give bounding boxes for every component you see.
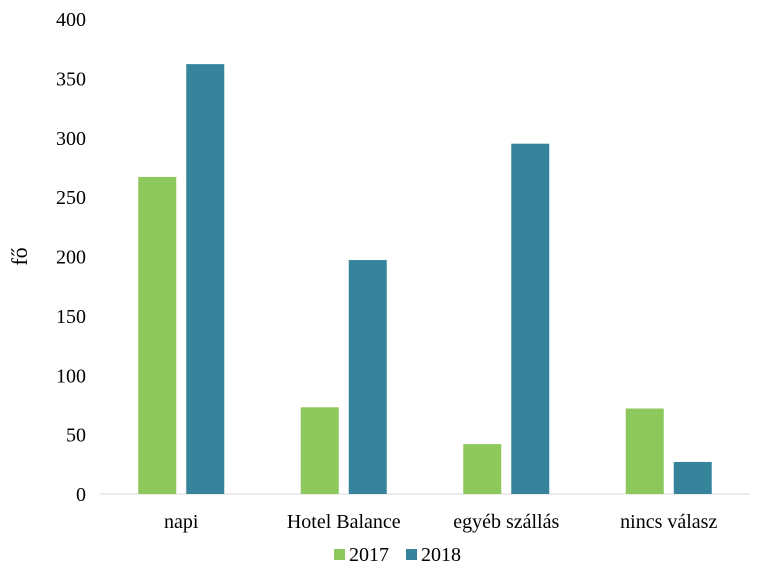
y-tick-label: 300 (56, 128, 86, 150)
bar-2017-2 (463, 444, 502, 494)
x-tick-label: Hotel Balance (287, 511, 401, 533)
legend-label-2017: 2017 (349, 544, 389, 566)
x-axis-ticks: napi Hotel Balance egyéb szállás nincs vála… (164, 511, 717, 533)
bars (138, 64, 712, 494)
y-tick-label: 100 (56, 365, 86, 387)
bar-2017-1 (300, 407, 339, 494)
x-tick-label: nincs válasz (620, 511, 717, 533)
bar-2018-1 (348, 260, 387, 494)
y-tick-label: 350 (56, 68, 86, 90)
bar-2017-3 (625, 408, 664, 494)
y-tick-label: 50 (66, 425, 86, 447)
legend-swatch-2017 (334, 549, 345, 560)
x-tick-label: egyéb szállás (453, 511, 559, 533)
y-axis-title: fő (7, 247, 32, 265)
y-tick-label: 200 (56, 247, 86, 269)
y-axis-ticks: 0 50 100 150 200 250 300 350 400 (56, 9, 86, 506)
y-tick-label: 0 (76, 484, 86, 506)
bar-2018-2 (511, 143, 550, 494)
y-tick-label: 400 (56, 9, 86, 31)
x-tick-label: napi (164, 511, 199, 533)
y-tick-label: 250 (56, 187, 86, 209)
bar-2018-3 (673, 461, 712, 494)
bar-2017-0 (138, 176, 177, 494)
y-tick-label: 150 (56, 306, 86, 328)
legend-swatch-2018 (406, 549, 417, 560)
legend: 2017 2018 (334, 544, 461, 566)
bar-2018-0 (186, 64, 225, 494)
legend-label-2018: 2018 (421, 544, 461, 566)
